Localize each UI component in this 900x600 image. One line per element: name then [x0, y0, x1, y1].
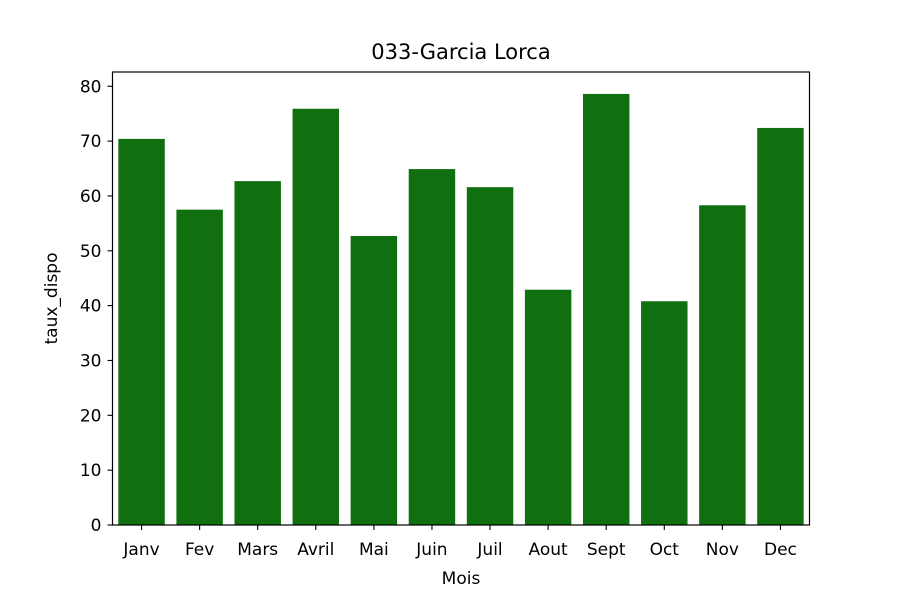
y-axis-label: taux_dispo — [42, 253, 62, 345]
bar-aout — [524, 289, 572, 525]
x-tick-label: Dec — [764, 540, 797, 560]
bar-juil — [466, 187, 514, 525]
x-tick-label: Juil — [476, 540, 502, 560]
bar-juin — [408, 169, 456, 526]
plot-frame — [111, 71, 811, 526]
x-axis: Janv Fev Mars Avril Mai Juin Juil Aout Sept Oct No… — [122, 525, 797, 560]
x-tick-label: Janv — [122, 540, 159, 560]
x-tick-label: Nov — [706, 540, 739, 560]
bar-janv — [118, 138, 165, 525]
bar-sept — [582, 93, 630, 525]
y-tick-label: 20 — [80, 406, 102, 426]
y-tick-label: 80 — [80, 77, 102, 97]
x-tick-label: Fev — [185, 540, 214, 560]
y-axis: 0 10 20 30 40 50 60 70 80 — [80, 77, 113, 536]
bar-nov — [699, 205, 746, 525]
y-tick-label: 60 — [80, 187, 102, 207]
x-tick-label: Avril — [297, 540, 334, 560]
bar-avril — [292, 108, 340, 525]
y-tick-label: 50 — [80, 242, 102, 262]
bar-mai — [350, 235, 398, 525]
x-tick-label: Juin — [415, 540, 447, 560]
x-tick-label: Mai — [359, 540, 389, 560]
x-tick-label: Mars — [237, 540, 278, 560]
bar-mars — [234, 181, 281, 525]
bar-oct — [641, 301, 688, 525]
x-tick-label: Aout — [529, 540, 569, 560]
y-tick-label: 0 — [91, 516, 102, 536]
y-tick-label: 40 — [80, 297, 102, 317]
bar-fev — [176, 209, 223, 525]
y-tick-label: 10 — [80, 461, 102, 481]
bars-group — [118, 93, 804, 526]
y-tick-label: 30 — [80, 351, 102, 371]
x-tick-label: Sept — [587, 540, 626, 560]
bar-dec — [757, 127, 804, 526]
y-tick-label: 70 — [80, 132, 102, 152]
x-tick-label: Oct — [650, 540, 680, 560]
chart-title: 033-Garcia Lorca — [371, 40, 550, 64]
x-axis-label: Mois — [442, 569, 481, 589]
